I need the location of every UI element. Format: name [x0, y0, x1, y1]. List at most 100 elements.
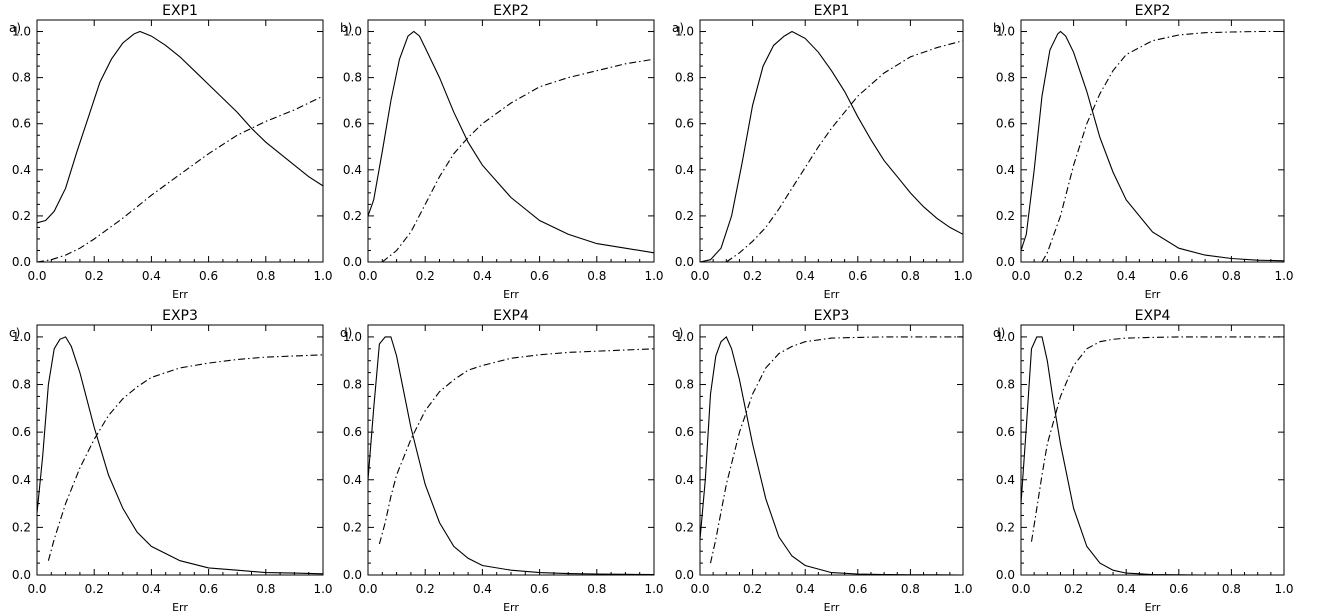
- y-tick-label: 1.0: [343, 330, 362, 344]
- y-tick-label: 1.0: [996, 330, 1015, 344]
- x-tick-label: 0.0: [690, 269, 709, 283]
- y-tick-label: 1.0: [996, 25, 1015, 39]
- series-line-dash-dot: [1030, 336, 1284, 542]
- y-tick-label: 0.4: [675, 163, 694, 177]
- y-tick-label: 0.2: [12, 209, 31, 223]
- series-line-dash-dot: [1041, 30, 1284, 263]
- x-tick-label: 0.6: [199, 269, 218, 283]
- x-tick-label: 1.0: [953, 269, 972, 283]
- chart-panel-1: EXP1 a) Err 0.0 0.2 0.4 0.6 0.8 1.0 0.0 0.2 0.4 0.6 0…: [9, 3, 333, 301]
- y-tick-label: 0.0: [343, 255, 362, 269]
- panel-label: c): [9, 326, 20, 340]
- x-tick-label: 0.6: [1169, 582, 1188, 596]
- x-tick-label: 0.0: [1011, 269, 1030, 283]
- x-tick-label: 0.2: [416, 269, 435, 283]
- x-tick-label: 0.6: [1169, 269, 1188, 283]
- x-tick-label: 0.2: [1064, 269, 1083, 283]
- x-tick-label: 0.0: [27, 269, 46, 283]
- y-tick-label: 0.6: [996, 425, 1015, 439]
- y-tick-label: 0.8: [675, 378, 694, 392]
- y-tick-label: 0.4: [343, 473, 362, 487]
- series-line-dash-dot: [47, 354, 324, 561]
- y-tick-label: 0.2: [996, 209, 1015, 223]
- chart-panel-8: EXP4 d) Err 0.0 0.2 0.4 0.6 0.8 1.0 0.0 0.2 0.4 0.6 0…: [993, 308, 1294, 614]
- chart-title: EXP3: [814, 308, 850, 324]
- panel-label: b): [993, 21, 1005, 35]
- series-line-dash-dot: [36, 95, 324, 263]
- x-axis-label: Err: [172, 288, 188, 301]
- panel-label: d): [340, 326, 352, 340]
- x-axis-label: Err: [824, 601, 840, 614]
- x-tick-label: 0.8: [901, 582, 920, 596]
- x-tick-label: 0.4: [142, 269, 161, 283]
- y-tick-label: 0.8: [12, 378, 31, 392]
- y-tick-label: 1.0: [675, 330, 694, 344]
- x-tick-label: 0.8: [1222, 582, 1241, 596]
- plot-frame: [367, 324, 655, 576]
- x-tick-label: 0.0: [1011, 582, 1030, 596]
- y-tick-label: 0.0: [675, 255, 694, 269]
- x-tick-label: 0.0: [358, 269, 377, 283]
- series-line-solid: [699, 30, 964, 263]
- y-tick-label: 0.4: [12, 473, 31, 487]
- y-tick-label: 0.6: [343, 117, 362, 131]
- x-tick-label: 0.2: [85, 582, 104, 596]
- x-axis-label: Err: [503, 601, 519, 614]
- chart-panel-4: EXP2 b) Err 0.0 0.2 0.4 0.6 0.8 1.0 0.0 0.2 0.4 0.6 0…: [993, 3, 1294, 301]
- y-tick-label: 0.8: [343, 378, 362, 392]
- series-line-dash-dot: [725, 40, 964, 263]
- x-tick-label: 1.0: [1274, 582, 1293, 596]
- x-tick-label: 0.8: [256, 582, 275, 596]
- y-tick-label: 0.2: [12, 520, 31, 534]
- y-tick-label: 0.0: [675, 568, 694, 582]
- chart-title: EXP2: [1135, 3, 1171, 19]
- x-tick-label: 0.0: [690, 582, 709, 596]
- plot-frame: [36, 324, 324, 576]
- series-line-solid: [1020, 30, 1285, 262]
- chart-title: EXP4: [493, 308, 529, 324]
- panel-label: a): [9, 21, 21, 35]
- y-tick-label: 0.2: [675, 209, 694, 223]
- chart-title: EXP2: [493, 3, 529, 19]
- x-tick-label: 1.0: [644, 582, 663, 596]
- x-tick-label: 0.4: [473, 582, 492, 596]
- y-tick-label: 0.0: [996, 255, 1015, 269]
- y-tick-label: 0.4: [675, 473, 694, 487]
- x-tick-label: 0.8: [1222, 269, 1241, 283]
- chart-title: EXP1: [162, 3, 198, 19]
- series-line-dash-dot: [378, 348, 655, 545]
- y-tick-label: 0.8: [996, 71, 1015, 85]
- x-tick-label: 0.4: [796, 582, 815, 596]
- y-tick-label: 0.0: [12, 568, 31, 582]
- series-line-solid: [36, 30, 324, 224]
- x-tick-label: 0.8: [587, 582, 606, 596]
- plot-frame: [367, 19, 655, 263]
- x-tick-label: 0.2: [416, 582, 435, 596]
- plot-frame: [699, 19, 964, 263]
- x-tick-label: 1.0: [1274, 269, 1293, 283]
- chart-panel-3: EXP1 a) Err 0.0 0.2 0.4 0.6 0.8 1.0 0.0 0.2 0.4 0.6 0…: [672, 3, 973, 301]
- y-tick-label: 0.6: [343, 425, 362, 439]
- chart-panel-6: EXP4 d) Err 0.0 0.2 0.4 0.6 0.8 1.0 0.0 0.2 0.4 0.6 0…: [340, 308, 664, 614]
- x-tick-label: 0.4: [796, 269, 815, 283]
- chart-panel-7: EXP3 c) Err 0.0 0.2 0.4 0.6 0.8 1.0 0.0 0.2 0.4 0.6 0…: [672, 308, 973, 614]
- y-tick-label: 0.8: [996, 378, 1015, 392]
- panel-label: c): [672, 326, 683, 340]
- plot-frame: [699, 324, 964, 576]
- x-tick-label: 1.0: [644, 269, 663, 283]
- y-tick-label: 0.8: [343, 71, 362, 85]
- chart-panel-2: EXP2 b) Err 0.0 0.2 0.4 0.6 0.8 1.0 0.0 0.2 0.4 0.6 0…: [340, 3, 664, 301]
- plot-frame: [1020, 324, 1285, 576]
- x-tick-label: 0.2: [743, 582, 762, 596]
- series-line-solid: [1020, 336, 1284, 576]
- y-tick-label: 0.4: [996, 163, 1015, 177]
- y-tick-label: 0.2: [343, 520, 362, 534]
- y-tick-label: 0.2: [996, 520, 1015, 534]
- x-tick-label: 0.4: [1117, 269, 1136, 283]
- x-tick-label: 0.2: [1064, 582, 1083, 596]
- chart-title: EXP3: [162, 308, 198, 324]
- x-tick-label: 0.4: [1117, 582, 1136, 596]
- x-tick-label: 0.0: [27, 582, 46, 596]
- x-axis-label: Err: [503, 288, 519, 301]
